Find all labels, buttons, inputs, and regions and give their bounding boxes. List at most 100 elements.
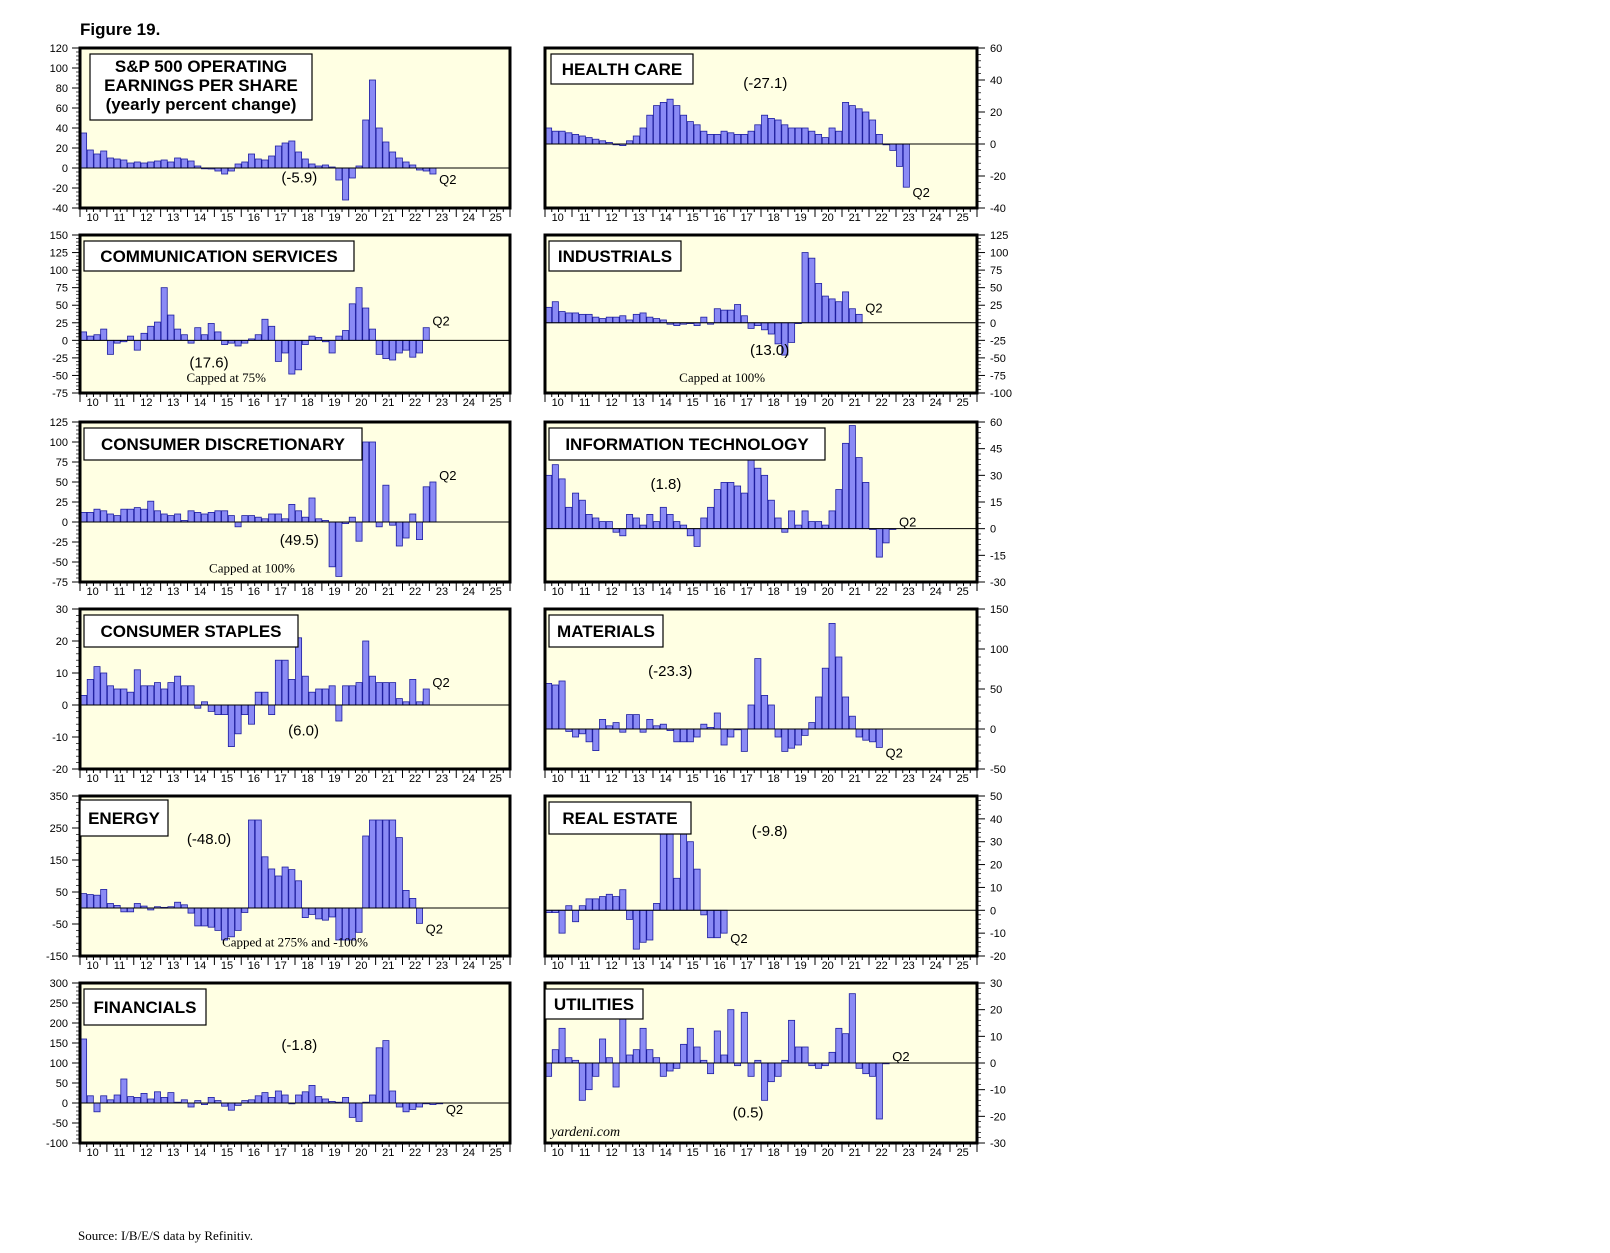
x-tick-label: 17 [741, 212, 753, 224]
x-tick-label: 15 [687, 397, 699, 409]
data-bar [395, 1102, 403, 1108]
x-tick-label: 23 [903, 773, 915, 785]
chart-annotation: (6.0) [288, 722, 319, 739]
chart-title: MATERIALS [557, 622, 655, 641]
data-bar [720, 728, 728, 746]
data-bar [558, 478, 566, 530]
data-bar [422, 327, 430, 341]
data-bar [187, 907, 195, 914]
data-bar [389, 339, 397, 361]
x-tick-label: 10 [87, 586, 99, 598]
data-bar [551, 684, 559, 730]
data-bar [713, 712, 721, 730]
data-bar [140, 162, 148, 169]
x-tick-label: 22 [876, 212, 888, 224]
x-tick-label: 22 [409, 1147, 421, 1159]
x-tick-label: 10 [552, 773, 564, 785]
data-bar [720, 130, 728, 145]
data-bar [794, 1046, 802, 1064]
data-bar [585, 1062, 593, 1091]
chart-title-box [544, 988, 644, 1020]
data-bar [713, 489, 721, 530]
data-bar [113, 515, 121, 523]
x-tick-label: 14 [660, 773, 672, 785]
x-tick-label: 10 [87, 773, 99, 785]
data-bar [395, 521, 403, 547]
data-bar [227, 704, 235, 747]
data-bar [389, 151, 397, 169]
data-bar [274, 875, 282, 909]
y-tick-label: 50 [56, 887, 68, 899]
data-bar [261, 318, 269, 341]
data-bar [389, 682, 397, 706]
data-bar [274, 145, 282, 169]
y-tick-label: 125 [990, 230, 1008, 242]
data-bar [572, 909, 580, 923]
data-bar [241, 704, 249, 716]
x-tick-label: 12 [140, 212, 152, 224]
data-bar [106, 903, 114, 909]
last-quarter-label: Q2 [892, 1049, 909, 1064]
data-bar [429, 481, 437, 523]
x-tick-label: 14 [194, 212, 206, 224]
source-note: Source: I/B/E/S data by Refinitiv. [78, 1228, 253, 1243]
data-bar [713, 133, 721, 145]
x-tick-label: 21 [849, 586, 861, 598]
data-bar [261, 856, 269, 909]
y-tick-label: -20 [52, 764, 68, 776]
data-bar [133, 161, 141, 169]
data-bar [281, 142, 289, 169]
x-tick-label: 13 [167, 212, 179, 224]
data-bar [734, 485, 742, 530]
data-bar [585, 514, 593, 530]
y-tick-label: -25 [52, 537, 68, 549]
x-tick-label: 20 [822, 1147, 834, 1159]
chart-title: UTILITIES [554, 995, 634, 1014]
x-tick-label: 20 [355, 773, 367, 785]
data-bar [659, 1062, 667, 1077]
data-bar [815, 521, 823, 530]
x-tick-label: 19 [328, 960, 340, 972]
data-bar [342, 330, 350, 341]
data-bar [639, 312, 647, 324]
y-tick-label: -50 [52, 1118, 68, 1130]
x-tick-label: 12 [140, 1147, 152, 1159]
y-tick-label: 250 [50, 998, 68, 1010]
data-bar [592, 898, 600, 911]
chart-title: INFORMATION TECHNOLOGY [565, 435, 809, 454]
data-bar [572, 492, 580, 530]
y-tick-label: -75 [52, 577, 68, 589]
y-tick-label: 150 [50, 1038, 68, 1050]
data-bar [120, 508, 128, 523]
data-bar [140, 1093, 148, 1104]
data-bar [551, 301, 559, 324]
y-tick-label: 150 [50, 230, 68, 242]
chart-title: CONSUMER STAPLES [100, 622, 281, 641]
data-bar [160, 159, 168, 169]
x-tick-label: 25 [490, 1147, 502, 1159]
data-bar [389, 819, 397, 909]
data-bar [100, 150, 108, 169]
x-tick-label: 25 [957, 397, 969, 409]
chart-title-box [79, 799, 169, 837]
data-bar [801, 252, 809, 324]
data-bar [632, 1049, 640, 1064]
data-bar [113, 158, 121, 169]
data-bar [842, 696, 850, 730]
x-tick-label: 15 [221, 586, 233, 598]
data-bar [835, 1027, 843, 1064]
last-quarter-label: Q2 [730, 931, 747, 946]
chart-panel-1: Q2 10 11 12 13 14 15 16 17 18 19 20 21 22 23 24 25 120 100… [50, 43, 512, 224]
x-tick-label: 15 [221, 1147, 233, 1159]
data-bar [875, 1062, 883, 1120]
x-tick-label: 20 [355, 1147, 367, 1159]
x-tick-label: 20 [822, 212, 834, 224]
data-bar [740, 1011, 748, 1064]
data-bar [174, 157, 182, 169]
x-tick-label: 21 [382, 586, 394, 598]
x-tick-label: 13 [167, 960, 179, 972]
y-tick-label: 30 [990, 978, 1002, 990]
y-tick-label: 100 [50, 1058, 68, 1070]
y-tick-label: -50 [52, 557, 68, 569]
data-bar [234, 704, 242, 735]
